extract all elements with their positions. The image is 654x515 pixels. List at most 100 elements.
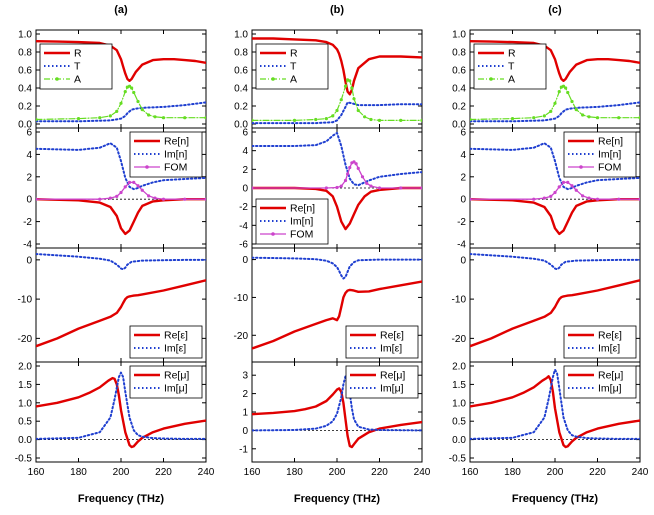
data-point xyxy=(561,180,566,184)
y-tick-label: 0 xyxy=(460,255,466,266)
legend-box xyxy=(563,325,637,359)
data-point xyxy=(252,186,254,190)
data-point xyxy=(204,197,206,201)
legend-label-re: Re[ε] xyxy=(380,330,404,342)
data-point xyxy=(365,181,369,185)
data-point xyxy=(377,118,382,122)
y-tick-label: 1.0 xyxy=(452,30,466,41)
y-tick-label: -2 xyxy=(239,202,248,213)
data-point xyxy=(638,197,640,201)
legend-box xyxy=(129,325,203,359)
legend: Re[n]Im[n]FOM xyxy=(255,198,329,245)
subplot-eps: -20 -10 0 Re[ε]Im[ε] xyxy=(452,247,641,363)
data-point xyxy=(331,114,335,118)
data-point xyxy=(339,98,343,102)
data-point xyxy=(595,116,600,120)
legend-label-im-n: Im[n] xyxy=(164,149,187,161)
series-line-fom xyxy=(470,181,640,200)
y-tick-label: 0.8 xyxy=(452,48,466,59)
legend-box xyxy=(345,365,419,399)
subplot-RTA: 0.0 0.2 0.4 0.6 0.8 1.0 RTA xyxy=(18,29,207,131)
data-point xyxy=(348,165,352,170)
legend-box xyxy=(563,365,637,399)
series-line-re-n xyxy=(36,197,206,236)
y-tick-label: 0.5 xyxy=(452,417,466,428)
legend: RTA xyxy=(473,43,547,90)
series-line-r xyxy=(470,40,640,83)
data-point xyxy=(252,118,254,122)
y-tick-label: -0.5 xyxy=(15,454,33,465)
legend-label-im: Im[μ] xyxy=(598,383,622,395)
y-tick-label: 0.2 xyxy=(18,102,32,113)
legend-label-fom: FOM xyxy=(164,162,187,174)
legend-label-a: A xyxy=(508,74,515,86)
y-tick-label: 1.5 xyxy=(452,380,466,391)
data-point xyxy=(183,197,187,201)
x-tick-label: 220 xyxy=(371,467,388,478)
x-tick-label: 180 xyxy=(504,467,521,478)
series-line-re-n xyxy=(470,197,640,236)
legend-label-t: T xyxy=(74,61,81,73)
legend-marker xyxy=(271,232,275,236)
data-point xyxy=(470,117,472,122)
y-tick-label: 4 xyxy=(460,150,466,161)
data-point xyxy=(119,190,123,195)
y-tick-label: -10 xyxy=(234,293,249,304)
x-tick-label: 180 xyxy=(286,467,303,478)
y-tick-label: 0.0 xyxy=(18,120,32,131)
data-point xyxy=(76,117,81,121)
subplot-eps: -20 -10 0 Re[ε]Im[ε] xyxy=(234,247,423,363)
data-point xyxy=(335,108,339,113)
legend: Re[ε]Im[ε] xyxy=(345,325,419,359)
x-tick-label: 160 xyxy=(462,467,479,478)
data-point xyxy=(339,184,343,188)
legend-marker xyxy=(489,77,493,81)
data-point xyxy=(140,188,144,192)
x-tick-label: 240 xyxy=(198,467,215,478)
data-point xyxy=(566,180,570,184)
legend-label-fom: FOM xyxy=(290,229,313,241)
series-line-t xyxy=(36,101,206,123)
y-tick-label: 4 xyxy=(242,146,248,157)
series-line-im xyxy=(470,253,640,271)
data-point xyxy=(356,108,360,113)
x-tick-label: 200 xyxy=(329,467,346,478)
data-point xyxy=(153,196,157,200)
data-point xyxy=(564,86,568,90)
legend-label-fom: FOM xyxy=(598,162,621,174)
legend: Re[ε]Im[ε] xyxy=(563,325,637,359)
legend-box xyxy=(345,325,419,359)
legend-label-re-n: Re[n] xyxy=(598,136,623,148)
data-point xyxy=(127,84,132,88)
y-tick-label: 0.0 xyxy=(452,435,466,446)
series-line-im-n xyxy=(36,142,206,191)
y-tick-label: 0.2 xyxy=(234,102,248,113)
y-tick-label: 0 xyxy=(26,255,32,266)
data-point xyxy=(420,186,422,190)
data-point xyxy=(617,197,621,201)
data-point xyxy=(363,115,367,119)
legend-label-t: T xyxy=(290,61,297,73)
data-point xyxy=(399,186,403,190)
subplot-n: -4 -2 0 2 4 6 Re[n]Im[n]FOM xyxy=(457,127,641,251)
data-point xyxy=(561,84,566,88)
data-point xyxy=(153,115,157,119)
data-point xyxy=(127,180,132,184)
y-tick-label: 6 xyxy=(26,128,32,139)
y-tick-label: 0.0 xyxy=(234,120,248,131)
legend: Re[μ]Im[μ] xyxy=(129,365,203,399)
series-line-im xyxy=(252,256,422,280)
y-tick-label: 2 xyxy=(26,172,32,183)
y-tick-label: 2.0 xyxy=(452,362,466,373)
data-point xyxy=(36,197,38,201)
legend-label-re: Re[μ] xyxy=(380,370,405,382)
legend-label-re-n: Re[n] xyxy=(290,203,315,215)
data-point xyxy=(324,186,328,190)
y-tick-label: 2 xyxy=(242,165,248,176)
y-tick-label: 0 xyxy=(242,184,248,195)
subplot-n: -4 -2 0 2 4 6 Re[n]Im[n]FOM xyxy=(23,127,207,251)
data-point xyxy=(617,116,621,120)
legend: RTA xyxy=(255,43,329,90)
legend-label-im: Im[ε] xyxy=(380,343,402,355)
